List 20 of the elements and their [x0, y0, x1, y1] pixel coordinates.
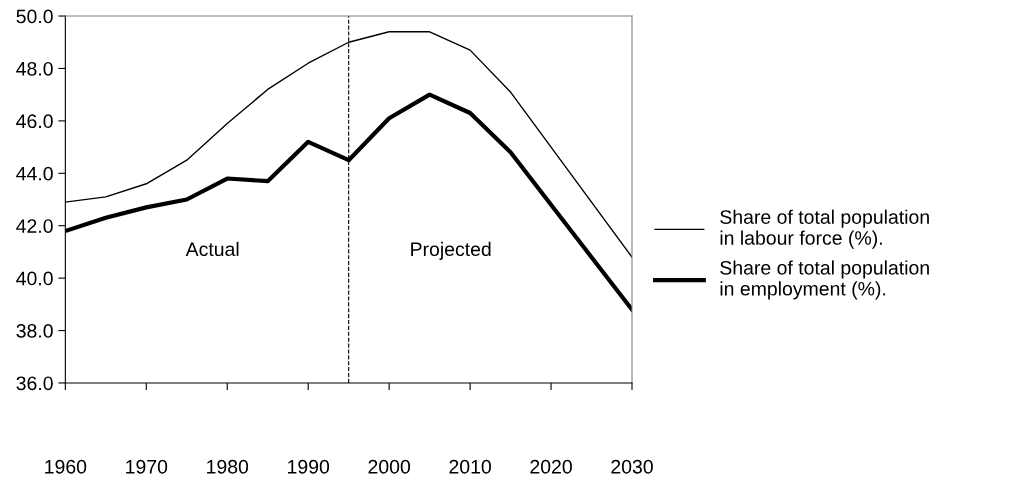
annotation: Actual	[185, 241, 239, 257]
y-tick-label: 46.0	[16, 114, 53, 129]
x-tick-label: 2010	[449, 459, 491, 474]
annotation: Projected	[411, 241, 491, 260]
x-tick-label: 1970	[126, 459, 168, 474]
x-tick-label: 2000	[368, 459, 411, 474]
y-tick-label: 42.0	[16, 219, 53, 233]
y-tick-label: 40.0	[16, 271, 53, 286]
legend-label: Share of total population in labour force (%).	[720, 209, 929, 249]
x-tick-label: 1980	[207, 459, 249, 474]
x-tick-label: 2020	[530, 459, 572, 474]
x-tick-label: 1990	[288, 459, 330, 474]
y-tick-label: 38.0	[16, 324, 53, 338]
y-tick-label: 50.0	[16, 9, 53, 24]
legend-label: Share of total population in employment (%).	[720, 260, 929, 300]
y-tick-label: 36.0	[16, 376, 53, 391]
x-tick-label: 1960	[45, 459, 87, 474]
y-tick-label: 44.0	[16, 166, 53, 181]
x-tick-label: 2030	[611, 459, 653, 474]
y-tick-label: 48.0	[16, 61, 53, 76]
